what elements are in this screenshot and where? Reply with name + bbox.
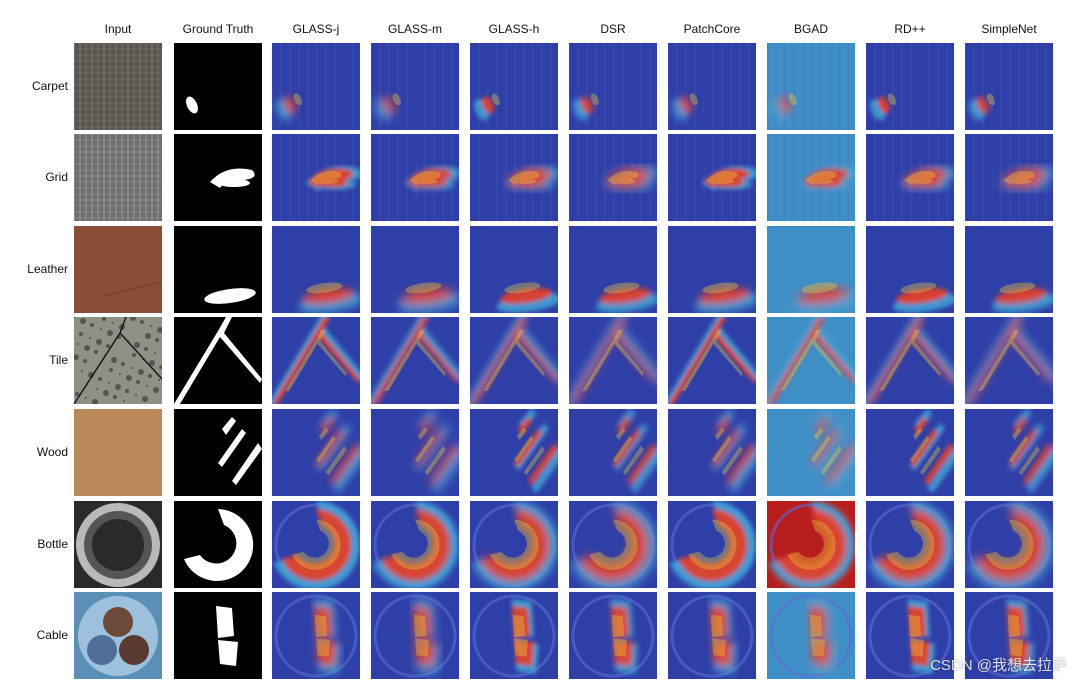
- thumbnail-cable-glass-h: [470, 592, 558, 679]
- thumbnail-cable-glass-m: [371, 592, 459, 679]
- thumbnail-bottle-patchcore: [668, 501, 756, 588]
- thumbnail-carpet-dsr: [569, 43, 657, 130]
- thumbnail-bottle-rd: [866, 501, 954, 588]
- thumbnail-wood-dsr: [569, 409, 657, 496]
- column-header-bgad: BGAD: [793, 22, 828, 36]
- row-label-bottle: Bottle: [37, 536, 68, 551]
- thumbnail-grid-bgad: [767, 134, 855, 221]
- thumbnail-cable-input: [74, 592, 162, 679]
- thumbnail-leather-input: [74, 226, 162, 313]
- column-header-glass-j: GLASS-j: [292, 22, 340, 36]
- thumbnail-grid-input: [74, 134, 162, 221]
- thumbnail-carpet-patchcore: [668, 43, 756, 130]
- thumbnail-grid-glass-h: [470, 134, 558, 221]
- thumbnail-grid-glass-m: [371, 134, 459, 221]
- thumbnail-carpet-simplenet: [965, 43, 1053, 130]
- thumbnail-leather-bgad: [767, 226, 855, 313]
- column-header-glass-h: GLASS-h: [488, 22, 540, 36]
- thumbnail-carpet-glass-m: [371, 43, 459, 130]
- row-label-wood: Wood: [36, 444, 68, 459]
- thumbnail-wood-input: [74, 409, 162, 496]
- watermark: CSDN @我想去拉萨: [930, 657, 1067, 674]
- thumbnail-bottle-glass-h: [470, 501, 558, 588]
- thumbnail-leather-dsr: [569, 226, 657, 313]
- thumbnail-carpet-glass-h: [470, 43, 558, 130]
- column-header-simplenet: SimpleNet: [981, 22, 1037, 36]
- thumbnail-cable-glass-j: [272, 592, 360, 679]
- thumbnail-carpet-rd: [866, 43, 954, 130]
- thumbnail-cable-patchcore: [668, 592, 756, 679]
- thumbnail-grid-dsr: [569, 134, 657, 221]
- row-label-carpet: Carpet: [31, 78, 68, 93]
- column-header-glass-m: GLASS-m: [387, 22, 442, 36]
- thumbnail-cable-ground-truth: [174, 592, 262, 679]
- thumbnail-cable-bgad: [767, 592, 855, 679]
- column-header-ground-truth: Ground Truth: [182, 22, 254, 36]
- thumbnail-tile-patchcore: [668, 317, 756, 404]
- thumbnail-carpet-ground-truth: [174, 43, 262, 130]
- thumbnail-wood-glass-m: [371, 409, 459, 496]
- thumbnail-wood-patchcore: [668, 409, 756, 496]
- thumbnail-leather-glass-h: [470, 226, 558, 313]
- thumbnail-wood-bgad: [767, 409, 855, 496]
- thumbnail-grid-patchcore: [668, 134, 756, 221]
- thumbnail-cable-rd: [866, 592, 954, 679]
- thumbnail-carpet-glass-j: [272, 43, 360, 130]
- thumbnail-grid-ground-truth: [174, 134, 262, 221]
- thumbnail-grid-rd: [866, 134, 954, 221]
- thumbnail-leather-ground-truth: [174, 226, 262, 313]
- thumbnail-leather-simplenet: [965, 226, 1053, 313]
- row-label-cable: Cable: [36, 627, 68, 642]
- thumbnail-carpet-input: [74, 43, 162, 130]
- thumbnail-bottle-glass-m: [371, 501, 459, 588]
- thumbnail-tile-glass-j: [272, 317, 360, 404]
- thumbnail-leather-patchcore: [668, 226, 756, 313]
- thumbnail-tile-glass-h: [470, 317, 558, 404]
- thumbnail-bottle-bgad: [767, 501, 855, 588]
- thumbnail-tile-ground-truth: [174, 317, 262, 404]
- thumbnail-wood-ground-truth: [174, 409, 262, 496]
- thumbnail-tile-simplenet: [965, 317, 1053, 404]
- thumbnail-wood-glass-j: [272, 409, 360, 496]
- column-header-dsr: DSR: [600, 22, 626, 36]
- column-header-patchcore: PatchCore: [683, 22, 741, 36]
- thumbnail-bottle-simplenet: [965, 501, 1053, 588]
- thumbnail-tile-input: [74, 317, 162, 404]
- thumbnail-leather-glass-j: [272, 226, 360, 313]
- thumbnail-tile-bgad: [767, 317, 855, 404]
- thumbnail-bottle-glass-j: [272, 501, 360, 588]
- row-label-grid: Grid: [45, 169, 68, 184]
- thumbnail-wood-rd: [866, 409, 954, 496]
- thumbnail-leather-glass-m: [371, 226, 459, 313]
- thumbnail-grid-simplenet: [965, 134, 1053, 221]
- thumbnail-wood-simplenet: [965, 409, 1053, 496]
- thumbnail-cable-dsr: [569, 592, 657, 679]
- thumbnail-tile-glass-m: [371, 317, 459, 404]
- column-header-rd: RD++: [894, 22, 926, 36]
- thumbnail-bottle-input: [74, 501, 162, 588]
- thumbnail-tile-rd: [866, 317, 954, 404]
- row-label-tile: Tile: [49, 352, 68, 367]
- thumbnail-leather-rd: [866, 226, 954, 313]
- thumbnail-bottle-ground-truth: [174, 501, 262, 588]
- thumbnail-carpet-bgad: [767, 43, 855, 130]
- thumbnail-tile-dsr: [569, 317, 657, 404]
- row-label-leather: Leather: [27, 261, 68, 276]
- thumbnail-bottle-dsr: [569, 501, 657, 588]
- thumbnail-cable-simplenet: [965, 592, 1053, 679]
- thumbnail-grid-glass-j: [272, 134, 360, 221]
- column-header-input: Input: [104, 22, 132, 36]
- thumbnail-wood-glass-h: [470, 409, 558, 496]
